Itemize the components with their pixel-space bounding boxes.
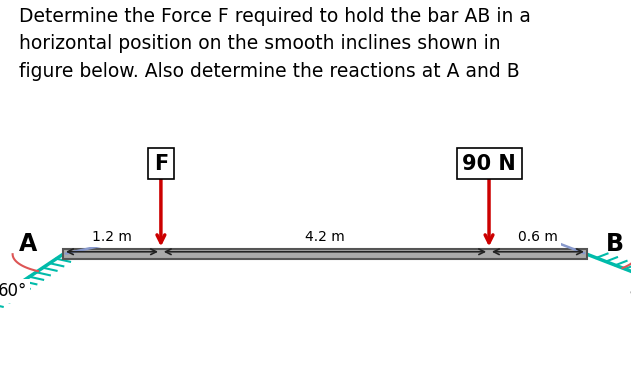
Text: 1.2 m: 1.2 m: [92, 230, 132, 244]
Text: Determine the Force F required to hold the bar AB in a
horizontal position on th: Determine the Force F required to hold t…: [19, 7, 531, 81]
Text: 0.6 m: 0.6 m: [518, 230, 558, 244]
Text: A: A: [20, 232, 37, 256]
FancyBboxPatch shape: [63, 249, 587, 259]
Text: B: B: [606, 232, 624, 256]
Text: 45°: 45°: [629, 282, 631, 300]
Text: 4.2 m: 4.2 m: [305, 230, 345, 244]
Text: F: F: [154, 154, 168, 174]
Text: 60°: 60°: [0, 282, 27, 300]
Text: 90 N: 90 N: [462, 154, 516, 174]
